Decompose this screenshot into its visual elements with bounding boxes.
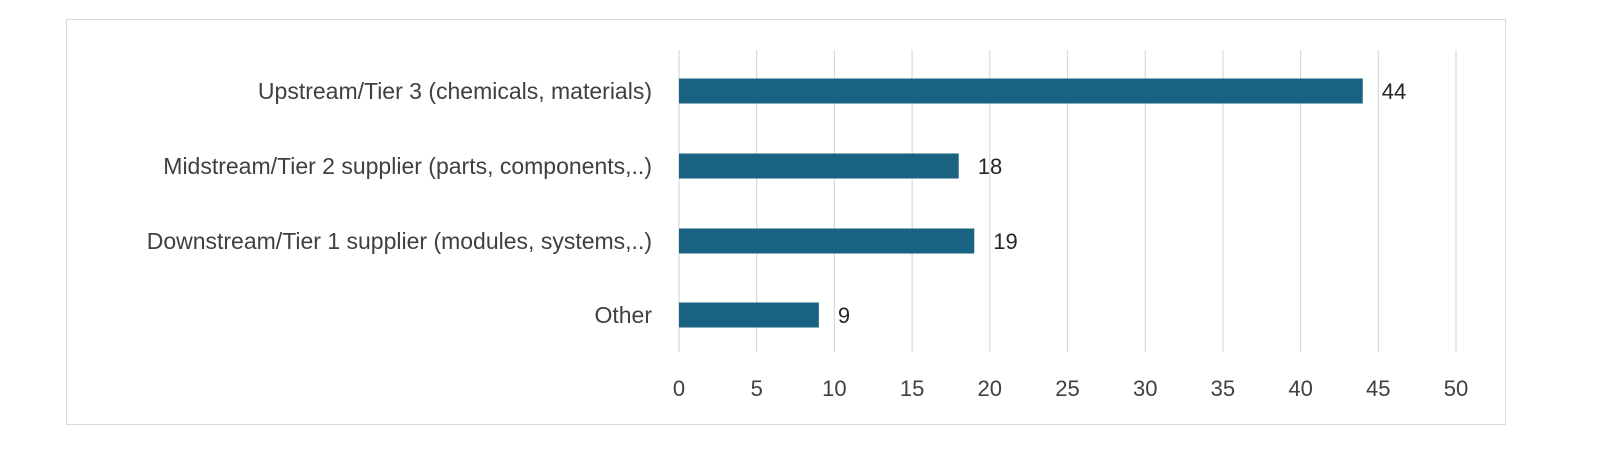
category-label-upstream-tier-3-chemicals-materials: Upstream/Tier 3 (chemicals, materials) bbox=[258, 78, 652, 104]
category-label-other: Other bbox=[594, 302, 652, 328]
category-labels: Upstream/Tier 3 (chemicals, materials) Mi… bbox=[147, 78, 653, 328]
data-label-midstream-tier-2-supplier-parts-components: 18 bbox=[978, 154, 1002, 179]
data-label-upstream-tier-3-chemicals-materials: 44 bbox=[1382, 79, 1406, 104]
x-tick-label-10: 10 bbox=[822, 376, 846, 401]
x-tick-label-25: 25 bbox=[1055, 376, 1079, 401]
category-label-midstream-tier-2-supplier-parts-components: Midstream/Tier 2 supplier (parts, compon… bbox=[163, 153, 652, 179]
category-label-downstream-tier-1-supplier-modules-systems: Downstream/Tier 1 supplier (modules, sys… bbox=[147, 228, 652, 254]
x-tick-label-5: 5 bbox=[751, 376, 763, 401]
x-axis-ticks: 0 5 10 15 20 25 30 35 40 45 50 bbox=[673, 376, 1468, 401]
x-tick-label-40: 40 bbox=[1288, 376, 1312, 401]
data-labels: 44 18 19 9 bbox=[838, 79, 1406, 328]
data-label-other: 9 bbox=[838, 303, 850, 328]
x-tick-label-15: 15 bbox=[900, 376, 924, 401]
bar-upstream-tier-3-chemicals-materials bbox=[679, 78, 1363, 104]
x-tick-label-35: 35 bbox=[1211, 376, 1235, 401]
x-tick-label-50: 50 bbox=[1444, 376, 1468, 401]
bar-downstream-tier-1-supplier-modules-systems bbox=[679, 228, 975, 254]
data-label-downstream-tier-1-supplier-modules-systems: 19 bbox=[993, 229, 1017, 254]
x-tick-label-20: 20 bbox=[978, 376, 1002, 401]
x-tick-label-45: 45 bbox=[1366, 376, 1390, 401]
x-tick-label-0: 0 bbox=[673, 376, 685, 401]
x-tick-label-30: 30 bbox=[1133, 376, 1157, 401]
bar-midstream-tier-2-supplier-parts-components bbox=[679, 153, 959, 179]
bar-other bbox=[679, 302, 819, 328]
bars bbox=[679, 78, 1363, 328]
